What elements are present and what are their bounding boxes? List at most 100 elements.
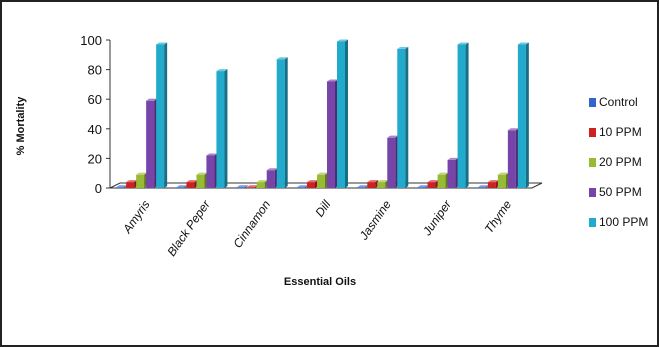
bar	[276, 57, 288, 188]
bar-front	[297, 187, 305, 188]
bar-front	[146, 100, 155, 188]
bar	[397, 46, 409, 188]
bar-front	[327, 81, 335, 188]
legend-label: 20 PPM	[599, 155, 642, 169]
bar	[427, 180, 439, 188]
bar-front	[206, 155, 215, 188]
bar-front	[507, 130, 516, 188]
bar	[487, 180, 499, 188]
bar-top	[417, 185, 429, 188]
bar-front	[447, 159, 456, 188]
bar-top	[377, 180, 389, 183]
bar-top	[397, 46, 409, 49]
legend-swatch	[589, 98, 596, 107]
legend-item: 20 PPM	[589, 155, 642, 169]
bar-top	[136, 172, 148, 175]
bar	[216, 69, 228, 188]
bar-top	[427, 180, 439, 183]
bar-top	[146, 98, 158, 101]
tick-labels: 0 20 40 60 80 100 Amyris Black Peper Cinnamon Dil…	[80, 33, 514, 259]
bar-front	[116, 187, 125, 188]
bar	[387, 135, 399, 188]
bar-front	[397, 48, 406, 188]
legend: Control 10 PPM 20 PPM 50 PPM 100 PPM	[589, 95, 648, 229]
legend-label: Control	[599, 95, 638, 109]
bar-top	[116, 185, 128, 188]
y-axis-title: % Mortality	[15, 96, 27, 156]
bar-top	[507, 128, 519, 131]
bar-side	[345, 39, 348, 189]
bar	[266, 168, 278, 188]
bar-top	[477, 185, 489, 188]
x-tick-label: Thyme	[482, 197, 515, 235]
bar-top	[307, 180, 318, 183]
bar-front	[276, 59, 285, 188]
bar-top	[256, 180, 268, 183]
bar	[126, 180, 138, 188]
bar-side	[465, 42, 469, 188]
bar-top	[487, 180, 499, 183]
bar-front	[136, 174, 145, 188]
bar-top	[437, 172, 449, 175]
bar	[447, 157, 459, 188]
bar-front	[196, 174, 205, 188]
x-tick-label: Black Peper	[164, 197, 213, 259]
bar-front	[176, 187, 185, 188]
x-tick-label: Jasmine	[356, 197, 394, 243]
bar-front	[357, 187, 366, 188]
bar-front	[307, 182, 315, 188]
bar-top	[266, 168, 278, 171]
x-tick-label: Cinnamon	[230, 197, 273, 250]
bar-top	[236, 185, 248, 188]
legend-swatch	[589, 158, 596, 167]
x-tick-label: Juniper	[419, 197, 454, 239]
x-tick-label: Amyris	[120, 198, 153, 237]
y-tick-label: 60	[88, 92, 102, 107]
bar-top	[387, 135, 399, 138]
bar	[317, 172, 328, 188]
bar-top	[126, 180, 138, 183]
bar-front	[457, 44, 466, 188]
bar	[497, 172, 509, 188]
bar-front	[317, 174, 325, 188]
bar-front	[487, 182, 496, 188]
bar	[256, 180, 268, 188]
legend-item: 100 PPM	[589, 215, 648, 229]
bar-top	[337, 39, 348, 42]
bar	[307, 180, 318, 188]
legend-swatch	[589, 188, 596, 197]
legend-label: 50 PPM	[599, 185, 642, 199]
bar-front	[377, 182, 386, 188]
bar-front	[367, 182, 376, 188]
axes	[106, 39, 543, 189]
bar	[507, 128, 519, 188]
bar	[186, 180, 198, 188]
bar-front	[437, 174, 446, 188]
bar-top	[497, 172, 509, 175]
bar-front	[427, 182, 436, 188]
bar-front	[337, 41, 345, 189]
bar-top	[196, 172, 208, 175]
y-tick-label: 0	[95, 181, 102, 196]
bar-front	[236, 187, 245, 188]
bar-front	[387, 137, 396, 188]
bar	[457, 42, 469, 188]
bar	[327, 79, 338, 188]
bar-top	[216, 69, 228, 72]
bar	[437, 172, 449, 188]
bar-top	[447, 157, 459, 160]
bar-side	[525, 42, 529, 188]
bar-front	[216, 71, 225, 188]
bar-front	[517, 44, 526, 188]
bar-top	[176, 185, 188, 188]
legend-item: 50 PPM	[589, 185, 642, 199]
bar	[367, 180, 379, 188]
bar	[156, 42, 168, 188]
bar	[236, 185, 248, 188]
bar-side	[244, 185, 248, 188]
bar	[206, 153, 218, 188]
bar-top	[276, 57, 288, 60]
legend-label: 100 PPM	[599, 215, 648, 229]
bar-top	[517, 42, 529, 45]
